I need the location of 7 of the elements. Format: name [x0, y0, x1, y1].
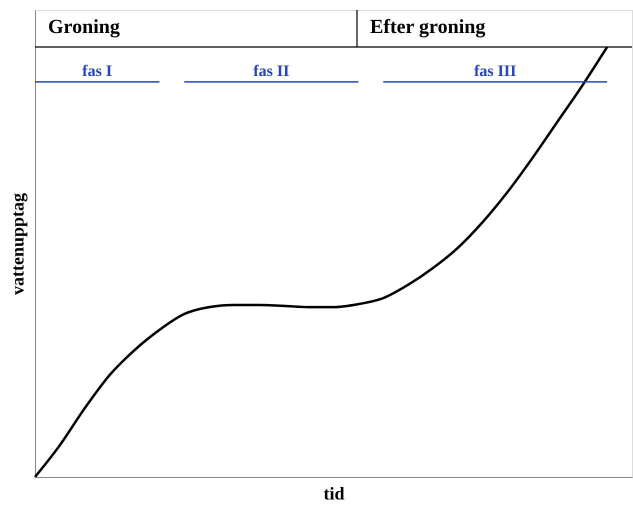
y-axis-title: vattenupptag [8, 192, 28, 296]
text: Groning [48, 16, 120, 38]
series-label: fas I [82, 62, 112, 80]
series-label: fas III [474, 62, 516, 80]
x-axis-title: tid [323, 484, 345, 504]
text: Efter groning [370, 16, 486, 38]
series-label: fas II [253, 62, 290, 80]
